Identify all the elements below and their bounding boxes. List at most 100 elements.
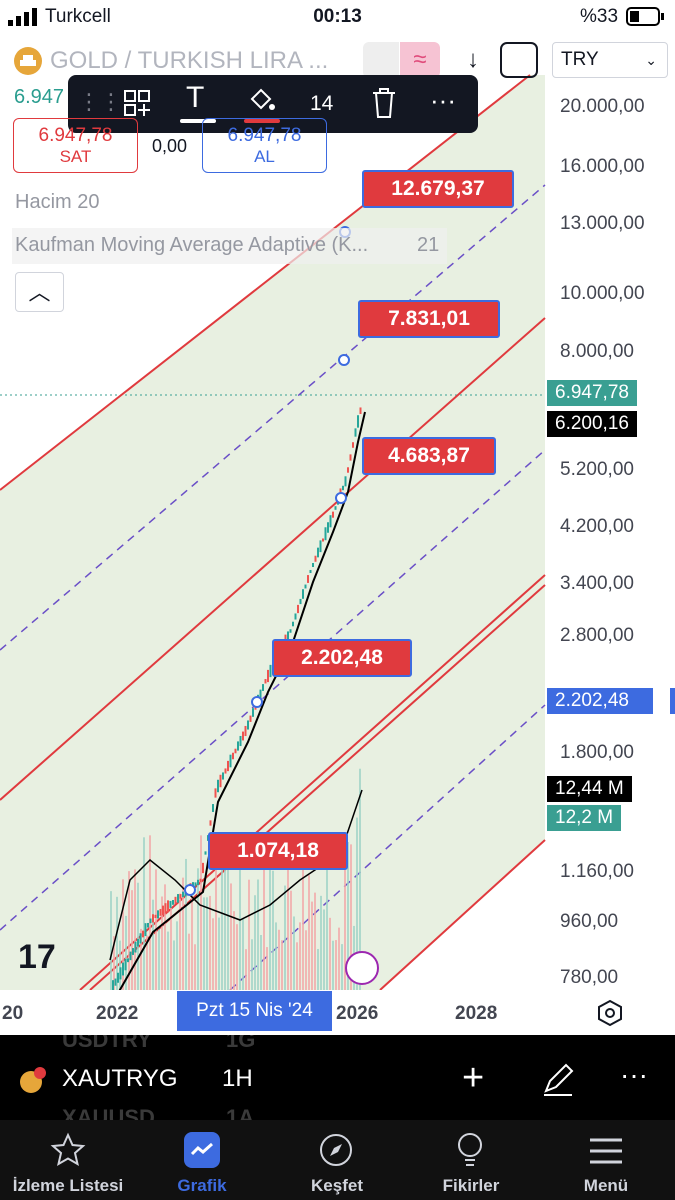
fullscreen-button[interactable]: [500, 42, 538, 78]
candle: [154, 914, 157, 919]
candle: [169, 900, 172, 908]
symbol-title[interactable]: GOLD / TURKISH LIRA ...: [50, 47, 329, 74]
candle: [264, 679, 267, 684]
candle: [269, 664, 272, 678]
currency-select[interactable]: TRY ⌄: [552, 42, 668, 78]
header-price: 6.947: [14, 86, 65, 108]
draw-button[interactable]: [540, 1061, 576, 1097]
time-label: 2022: [96, 1003, 139, 1024]
candle: [347, 467, 349, 473]
watchlist-icon[interactable]: [50, 1132, 86, 1168]
buy-label: AL: [254, 147, 275, 166]
indicator-volume[interactable]: Hacim 20: [15, 191, 100, 213]
candle: [167, 900, 169, 913]
candle: [334, 506, 337, 510]
indicator-kama[interactable]: Kaufman Moving Average Adaptive (K... 21: [12, 228, 447, 264]
chart-type-button[interactable]: [363, 42, 399, 78]
more-menu[interactable]: ···: [620, 1059, 648, 1090]
add-button[interactable]: +: [462, 1057, 485, 1099]
candle: [127, 958, 129, 963]
logo: 17: [18, 938, 56, 976]
volume-bar: [305, 930, 307, 990]
template-button[interactable]: [123, 89, 151, 117]
volume-bar: [119, 940, 121, 990]
delete-button[interactable]: [370, 87, 398, 119]
scroll-button[interactable]: ↓: [467, 46, 479, 73]
signal-icon: [8, 8, 37, 26]
candle: [322, 538, 324, 542]
price-callout[interactable]: 12.679,37: [362, 170, 514, 208]
current-symbol[interactable]: XAUTRYG: [62, 1065, 178, 1092]
anchor-point: [335, 492, 347, 504]
volume-bar: [278, 929, 280, 990]
volume-bar: [209, 895, 211, 990]
candle: [202, 862, 204, 874]
prev-interval[interactable]: 1G: [226, 1035, 256, 1052]
channel-line: [0, 74, 531, 491]
candle: [112, 980, 114, 993]
price-axis-label: 16.000,00: [560, 156, 645, 177]
time-label: 20: [2, 1003, 24, 1024]
settings-button[interactable]: [596, 999, 624, 1027]
volume-bar: [338, 927, 340, 990]
font-size[interactable]: 14: [310, 92, 334, 115]
chart-icon[interactable]: [184, 1132, 220, 1168]
volume-bar: [266, 947, 268, 990]
text-button[interactable]: T: [186, 81, 205, 114]
price-callout[interactable]: 4.683,87: [362, 437, 496, 475]
collapse-button[interactable]: ︿: [15, 272, 64, 312]
sell-price: 6.947,78: [38, 125, 113, 146]
candle: [182, 891, 184, 898]
tab-explore[interactable]: Keşfet: [311, 1176, 363, 1195]
clock: 00:13: [313, 6, 362, 27]
tab-menu[interactable]: Menü: [583, 1176, 629, 1195]
menu-icon[interactable]: [588, 1136, 624, 1166]
tab-watchlist[interactable]: İzleme Listesi: [12, 1176, 124, 1195]
volume-bar: [122, 879, 124, 990]
candle: [344, 476, 347, 487]
prev-symbol[interactable]: USDTRY: [62, 1035, 152, 1052]
volume-bar: [347, 842, 349, 990]
compare-button[interactable]: ≈: [400, 42, 440, 78]
volume-bar: [116, 896, 118, 990]
time-cursor-badge: Pzt 15 Nis '24: [177, 991, 332, 1031]
candle: [117, 972, 119, 983]
carrier: Turkcell: [45, 6, 111, 27]
candle: [194, 882, 197, 887]
fill-button[interactable]: [246, 85, 276, 115]
volume-bar: [308, 875, 310, 990]
anchor-point: [251, 696, 263, 708]
volume-bar: [239, 867, 241, 990]
indicator-kama-label: Kaufman Moving Average Adaptive (K...: [15, 234, 369, 256]
price-callout[interactable]: 2.202,48: [272, 639, 412, 677]
candle: [252, 708, 254, 717]
volume-bar: [299, 922, 301, 990]
candle: [354, 428, 357, 437]
volume-bar: [335, 940, 337, 990]
explore-icon[interactable]: [318, 1132, 354, 1168]
volume-bar: [167, 931, 169, 990]
ideas-icon[interactable]: [452, 1130, 488, 1170]
volume-bar: [287, 848, 289, 990]
volume-bar: [176, 921, 178, 990]
tab-chart[interactable]: Grafik: [177, 1176, 227, 1195]
volume-bar: [110, 891, 112, 990]
volume-bar: [350, 844, 352, 990]
tab-ideas[interactable]: Fikirler: [442, 1176, 500, 1195]
sell-button[interactable]: 6.947,78 SAT: [13, 118, 138, 173]
price-callout[interactable]: 7.831,01: [358, 300, 500, 338]
more-button[interactable]: ···: [430, 85, 456, 115]
volume-bar: [236, 924, 238, 990]
price-callout[interactable]: 1.074,18: [208, 832, 348, 870]
candle: [352, 442, 354, 448]
candle: [232, 752, 234, 760]
volume-bar: [257, 879, 259, 990]
volume-bar: [125, 915, 127, 990]
drag-handle[interactable]: ⋮⋮: [78, 89, 122, 114]
battery-icon: [626, 7, 664, 26]
current-interval[interactable]: 1H: [222, 1065, 253, 1092]
volume-bar: [206, 897, 208, 990]
candle: [122, 962, 124, 976]
volume-bar: [272, 870, 274, 990]
buy-button[interactable]: 6.947,78 AL: [202, 118, 327, 173]
